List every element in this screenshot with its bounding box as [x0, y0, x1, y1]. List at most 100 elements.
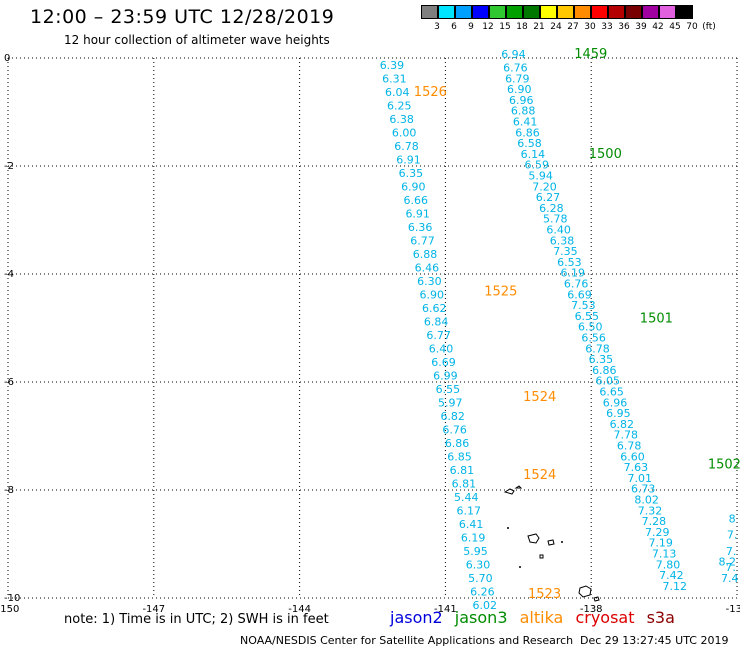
island-outline — [527, 533, 540, 544]
colorbar-label: 9 — [468, 22, 474, 32]
x-tick-label: -135 — [726, 604, 740, 615]
lat-lon-grid — [7, 57, 738, 599]
swh-value: 6.60 — [620, 450, 645, 463]
track-altika: 6.396.316.046.256.386.006.786.916.356.90… — [380, 59, 561, 612]
x-tick-label: -150 — [0, 604, 19, 615]
swh-value: 6.26 — [470, 585, 495, 598]
time-label: 1502 — [708, 457, 740, 472]
colorbar-swatch — [421, 5, 438, 19]
colorbar-swatch — [642, 5, 659, 19]
swh-value: 7.12 — [663, 580, 688, 593]
swh-value: 7.13 — [652, 548, 677, 561]
colorbar-label: 27 — [567, 22, 579, 32]
colorbar-label: 12 — [482, 22, 494, 32]
swh-value: 6.91 — [405, 207, 430, 220]
swh-value: 6.38 — [550, 234, 575, 247]
swh-value: 6.41 — [459, 518, 484, 531]
colorbar-label: 70 — [686, 22, 698, 32]
swh-value: 7.01 — [628, 472, 653, 485]
axis-tick-labels: -150 -147 -144 -141 -138 -135 0 -2 -4 -6 -8 -10 — [0, 53, 740, 615]
swh-value: 6.96 — [603, 396, 628, 409]
swh-value: 6.91 — [396, 153, 421, 166]
colorbar-label: 30 — [584, 22, 596, 32]
swh-value: 6.30 — [466, 558, 491, 571]
x-tick-label: -138 — [580, 604, 603, 615]
colorbar-label: 33 — [601, 22, 613, 32]
colorbar-swatch — [540, 5, 557, 19]
swh-value: 6.82 — [440, 410, 465, 423]
track-jason3: 87.7.7.7.48.2 — [719, 512, 739, 584]
swh-value: 7.80 — [656, 558, 681, 571]
mission-legend: jason2 jason3 altika cryosat s3a — [390, 608, 682, 627]
colorbar-label: 36 — [618, 22, 630, 32]
swh-value: 5.94 — [528, 170, 553, 183]
swh-value: 6.40 — [429, 342, 454, 355]
swh-value: 6.05 — [595, 375, 620, 388]
island-outline — [539, 554, 544, 559]
swh-value: 6.56 — [581, 332, 606, 345]
mission-s3a: s3a — [646, 608, 675, 627]
swh-value: 6.55 — [575, 310, 600, 323]
swh-value: 6.53 — [557, 256, 582, 269]
swh-value: 7.19 — [648, 537, 673, 550]
mission-jason2: jason2 — [390, 608, 443, 627]
island-outline — [503, 488, 515, 495]
x-tick-label: -141 — [434, 604, 457, 615]
swh-value: 7.78 — [613, 429, 638, 442]
swh-value: 6.90 — [507, 83, 532, 96]
colorbar-label: 3 — [434, 22, 440, 32]
swh-value: 6.19 — [461, 531, 486, 544]
island-dot — [519, 566, 521, 568]
swh-value: 6.86 — [445, 437, 470, 450]
swh-value: 6.14 — [521, 148, 546, 161]
island-outline — [593, 596, 600, 602]
swh-value: 6.78 — [585, 342, 610, 355]
swh-value: 6.99 — [433, 369, 458, 382]
y-tick-label: -6 — [4, 377, 14, 388]
swh-value: 6.96 — [509, 94, 534, 107]
swh-value: 6.62 — [422, 302, 447, 315]
swh-value: 6.81 — [452, 477, 477, 490]
swh-value: 7.35 — [553, 245, 578, 258]
swh-value: 6.81 — [450, 464, 475, 477]
colorbar-swatch — [574, 5, 591, 19]
island-outlines — [503, 485, 600, 602]
swh-value: 6.28 — [539, 202, 564, 215]
colorbar-swatch — [489, 5, 506, 19]
y-tick-label: 0 — [4, 53, 10, 64]
colorbar-label: 15 — [499, 22, 511, 32]
swh-value: 6.66 — [404, 194, 429, 207]
colorbar-label: 39 — [635, 22, 647, 32]
swh-value: 7.53 — [571, 299, 596, 312]
colorbar-label: 18 — [516, 22, 528, 32]
y-tick-label: -4 — [4, 269, 14, 280]
swh-value: 6.77 — [410, 234, 435, 247]
time-label: 1459 — [574, 47, 607, 62]
swh-value: 8 — [729, 512, 736, 525]
time-label: 1523 — [528, 587, 561, 602]
swh-value: 6.86 — [515, 126, 540, 139]
colorbar-swatch — [506, 5, 523, 19]
time-label: 1501 — [640, 312, 673, 327]
swh-value: 6.35 — [399, 167, 424, 180]
colorbar-label: 6 — [451, 22, 457, 32]
mission-altika: altika — [519, 608, 564, 627]
time-label: 1524 — [523, 468, 556, 483]
swh-value: 7.32 — [638, 504, 663, 517]
swh-value: 6.31 — [382, 72, 407, 85]
swh-value: 7.20 — [532, 180, 557, 193]
swh-value: 7.4 — [721, 572, 739, 585]
generation-timestamp: Dec 29 13:27:45 UTC 2019 — [580, 634, 729, 647]
colorbar-label: 42 — [652, 22, 664, 32]
swh-value: 6.36 — [408, 221, 433, 234]
island-outline — [578, 585, 592, 598]
colorbar-swatch — [472, 5, 489, 19]
swh-value: 5.44 — [454, 491, 479, 504]
y-tick-label: -2 — [4, 161, 14, 172]
colorbar-swatch — [438, 5, 455, 19]
map-subtitle: 12 hour collection of altimeter wave hei… — [64, 33, 330, 47]
swh-value: 6.30 — [417, 275, 442, 288]
swh-value: 6.02 — [473, 599, 498, 612]
swh-value: 6.35 — [589, 353, 614, 366]
swh-value: 7. — [726, 545, 737, 558]
